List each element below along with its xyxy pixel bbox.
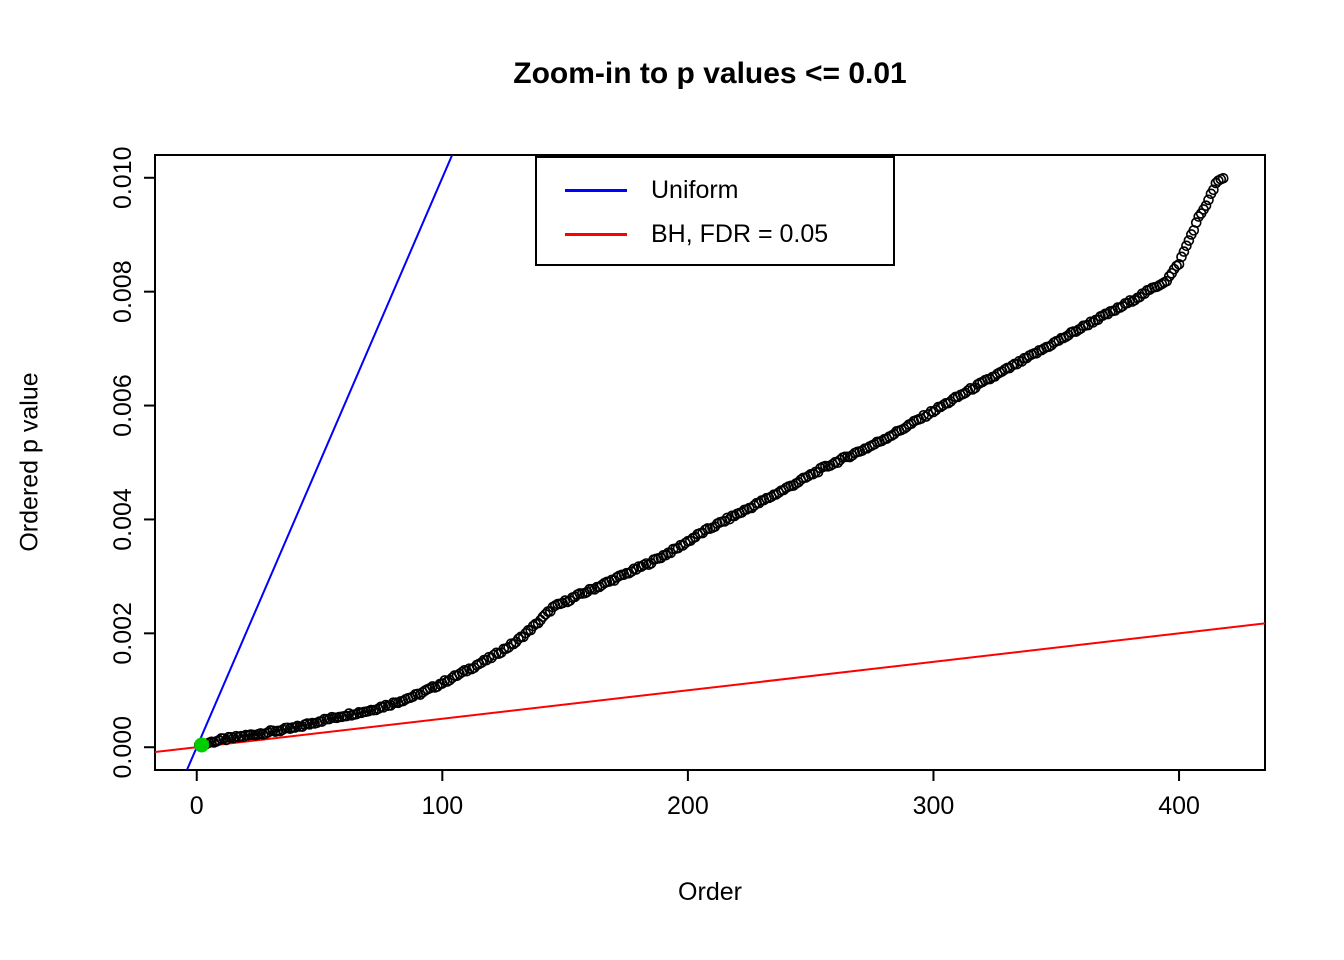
x-axis-label: Order: [678, 878, 742, 906]
bh-line-swatch: [565, 232, 627, 236]
y-tick-label: 0.006: [109, 374, 137, 437]
x-tick-label: 300: [913, 792, 955, 820]
plot-box: [154, 154, 1266, 771]
uniform-line: [185, 155, 454, 770]
chart-title: Zoom-in to p values <= 0.01: [513, 57, 907, 90]
uniform-line-swatch: [565, 188, 627, 192]
bh-significant-points: [194, 737, 210, 753]
ordered-p-values-points: [193, 172, 1229, 752]
y-tick-label: 0.002: [109, 602, 137, 665]
y-tick-label: 0.010: [109, 146, 137, 209]
x-tick-label: 200: [667, 792, 709, 820]
legend: Uniform BH, FDR = 0.05: [535, 156, 895, 266]
legend-item-uniform: Uniform: [565, 168, 893, 212]
x-axis-ticks: 0 100 200 300 400: [190, 770, 1200, 820]
y-tick-label: 0.000: [109, 716, 137, 779]
legend-item-bh: BH, FDR = 0.05: [565, 212, 893, 256]
legend-label-uniform: Uniform: [651, 175, 739, 204]
legend-label-bh: BH, FDR = 0.05: [651, 219, 829, 248]
x-tick-label: 400: [1158, 792, 1200, 820]
y-tick-label: 0.004: [109, 488, 137, 551]
x-tick-label: 0: [190, 792, 204, 820]
y-tick-label: 0.008: [109, 260, 137, 323]
y-axis-ticks: 0.000 0.002 0.004 0.006 0.008 0.010: [109, 146, 155, 779]
bh-line: [155, 622, 1265, 754]
x-tick-label: 100: [421, 792, 463, 820]
